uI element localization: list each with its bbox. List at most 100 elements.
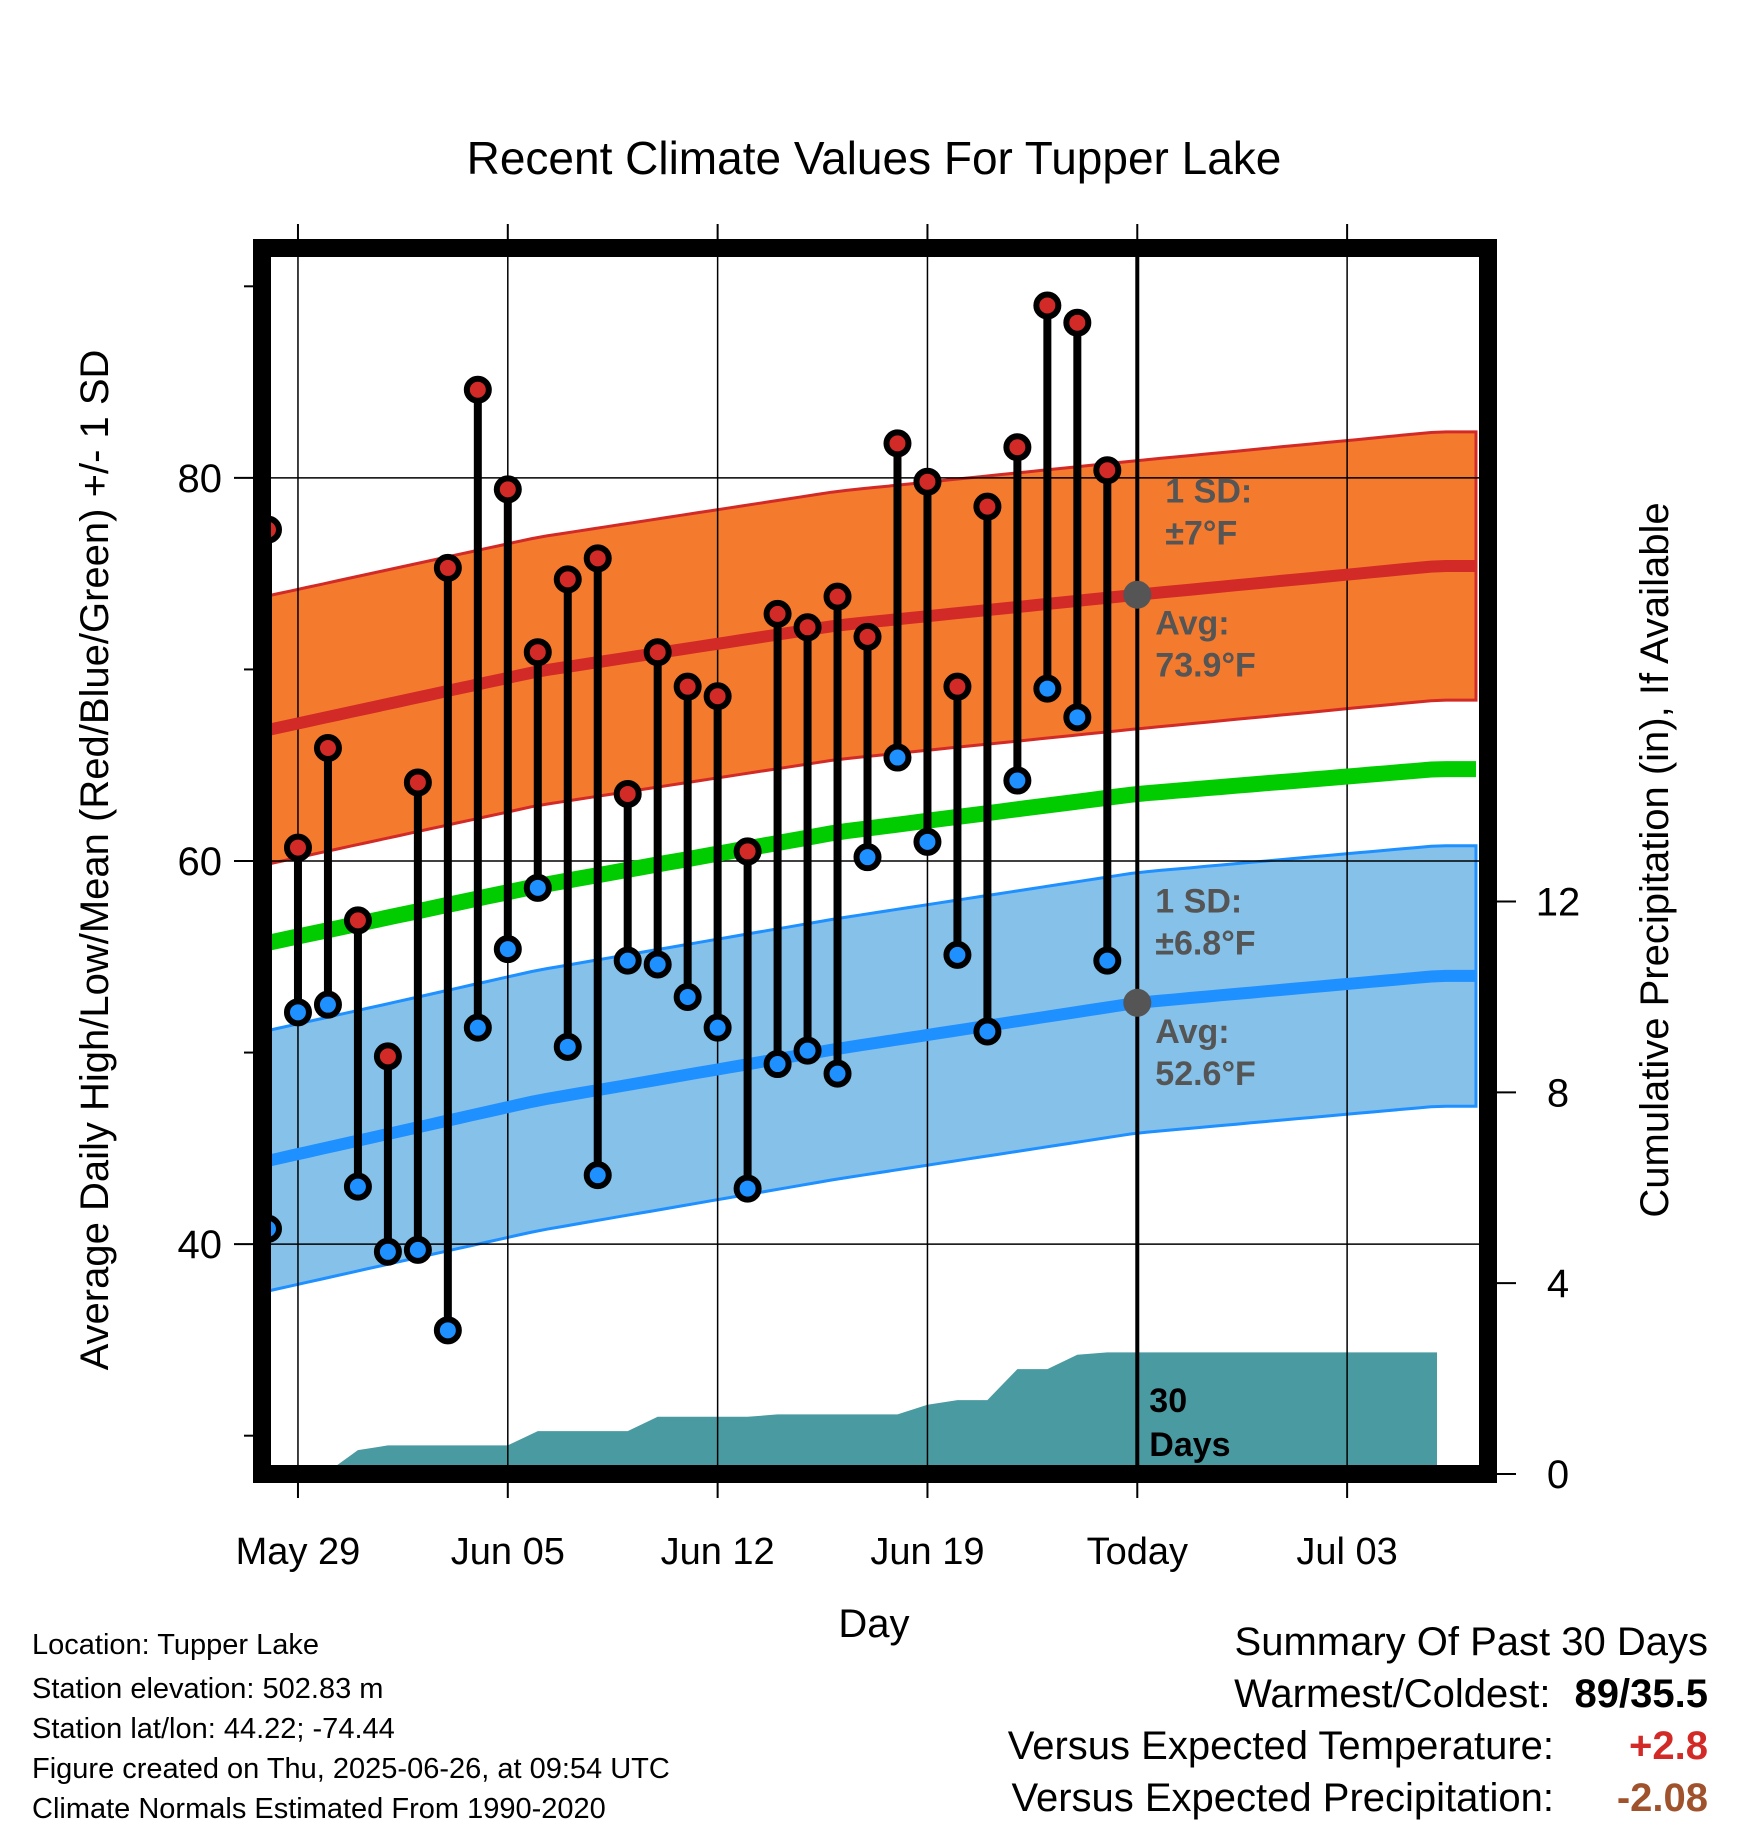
daily-high-point — [883, 429, 912, 458]
daily-low-point — [583, 1161, 612, 1190]
summary-warmest-coldest: Warmest/Coldest: 89/35.5 — [1234, 1672, 1708, 1717]
daily-high-point — [733, 837, 762, 866]
daily-low-point — [853, 843, 882, 872]
daily-low-point — [1033, 674, 1062, 703]
daily-low-point — [1063, 703, 1092, 732]
daily-low-point — [433, 1316, 462, 1345]
daily-high-point — [463, 375, 492, 404]
summary-temperature: Versus Expected Temperature: +2.8 — [1008, 1724, 1708, 1769]
precip-value: -2.08 — [1616, 1776, 1708, 1820]
low-sd-band — [262, 844, 1478, 1294]
daily-low-point — [763, 1050, 792, 1079]
daily-high-point — [433, 553, 462, 582]
high-sd-value: ±7°F — [1165, 515, 1237, 553]
daily-low-point — [343, 1172, 372, 1201]
axes: May 29 Jun 05 Jun 12 Jun 19 Today Jul 0340608… — [178, 224, 1581, 1573]
daily-low-point — [733, 1174, 762, 1203]
warmest-coldest-label: Warmest/Coldest: — [1234, 1672, 1551, 1716]
avg-high-marker — [1123, 580, 1152, 609]
daily-low-point — [403, 1235, 432, 1264]
summary-title: Summary Of Past 30 Days — [1234, 1620, 1708, 1664]
x-tick-label: Jun 12 — [661, 1531, 775, 1573]
x-tick-label: Today — [1087, 1531, 1188, 1573]
daily-low-point — [673, 983, 702, 1012]
daily-high-point — [1063, 308, 1092, 337]
high-avg-value: 73.9°F — [1155, 647, 1256, 685]
y-axis-left-label: Average Daily High/Low/Mean (Red/Blue/Gr… — [73, 350, 117, 1371]
y-right-tick-label: 4 — [1547, 1262, 1569, 1306]
y-right-tick-label: 0 — [1547, 1453, 1569, 1497]
y-right-tick-label: 12 — [1536, 881, 1581, 925]
footer-location: Location: Tupper Lake — [32, 1629, 319, 1661]
daily-high-point — [553, 565, 582, 594]
daily-low-point — [703, 1013, 732, 1042]
daily-high-point — [613, 779, 642, 808]
daily-high-point — [523, 638, 552, 667]
x-axis-label: Day — [838, 1602, 909, 1646]
daily-low-point — [227, 1264, 249, 1286]
daily-high-point — [673, 672, 702, 701]
avg-low-marker — [1123, 988, 1152, 1017]
daily-high-point — [853, 622, 882, 651]
footer-latlon: Station lat/lon: 44.22; -74.44 — [32, 1713, 395, 1745]
daily-high-point — [643, 638, 672, 667]
daily-low-point — [1093, 946, 1122, 975]
precip-label: Versus Expected Precipitation: — [1011, 1776, 1554, 1820]
x-tick-label: Jun 05 — [451, 1531, 565, 1573]
daily-high-point — [493, 475, 522, 504]
daily-high-point — [283, 833, 312, 862]
warmest-coldest-value: 89/35.5 — [1574, 1672, 1708, 1716]
low-sd-value: ±6.8°F — [1155, 924, 1255, 962]
low-avg-value: 52.6°F — [1155, 1055, 1256, 1093]
x-tick-label: Jul 03 — [1296, 1531, 1397, 1573]
daily-high-point — [943, 672, 972, 701]
daily-low-point — [283, 998, 312, 1027]
footer-created: Figure created on Thu, 2025-06-26, at 09… — [32, 1753, 670, 1785]
temp-value: +2.8 — [1629, 1724, 1708, 1768]
y-left-tick-label: 60 — [178, 840, 223, 884]
daily-low-point — [493, 935, 522, 964]
footer-elevation: Station elevation: 502.83 m — [32, 1673, 384, 1705]
summary-precipitation: Versus Expected Precipitation: -2.08 — [1011, 1776, 1708, 1821]
daily-high-point — [793, 613, 822, 642]
daily-low-point — [973, 1017, 1002, 1046]
plot-frame — [253, 239, 1497, 1483]
high-avg-label: Avg: — [1155, 605, 1229, 643]
avg-low-line — [262, 969, 1476, 1168]
daily-low-point — [823, 1059, 852, 1088]
daily-high-point — [403, 768, 432, 797]
daily-high-point — [973, 492, 1002, 521]
y-left-tick-label: 40 — [178, 1223, 223, 1267]
daily-high-point — [763, 599, 792, 628]
temp-label: Versus Expected Temperature: — [1007, 1724, 1554, 1768]
daily-low-point — [1003, 766, 1032, 795]
period-unit: Days — [1149, 1426, 1230, 1464]
footer-normals: Climate Normals Estimated From 1990-2020 — [32, 1793, 606, 1825]
daily-low-point — [463, 1013, 492, 1042]
plot-overlay: 1 SD: ±7°F Avg: 73.9°F 1 SD: ±6.8°F Avg: 52.6°F… — [1149, 473, 1256, 1464]
x-tick-label: May 29 — [236, 1531, 361, 1573]
daily-low-point — [943, 940, 972, 969]
chart-title: Recent Climate Values For Tupper Lake — [467, 132, 1282, 184]
avg-high-line — [262, 560, 1476, 738]
daily-low-point — [613, 946, 642, 975]
daily-low-point — [643, 950, 672, 979]
period-count: 30 — [1149, 1382, 1187, 1420]
daily-high-point — [1093, 456, 1122, 485]
y-axis-right-label: Cumulative Precipitation (in), If Availa… — [1633, 502, 1677, 1217]
daily-high-point — [343, 906, 372, 935]
daily-high-point — [1003, 433, 1032, 462]
daily-low-point — [883, 743, 912, 772]
daily-low-point — [313, 990, 342, 1019]
daily-high-point — [913, 467, 942, 496]
y-right-tick-label: 8 — [1547, 1071, 1569, 1115]
low-sd-label: 1 SD: — [1155, 882, 1242, 920]
daily-low-point — [373, 1237, 402, 1266]
daily-high-point — [583, 544, 612, 573]
daily-high-point — [1033, 291, 1062, 320]
daily-high-point — [703, 682, 732, 711]
daily-low-point — [913, 827, 942, 856]
daily-high-point — [373, 1042, 402, 1071]
daily-low-point — [793, 1036, 822, 1065]
